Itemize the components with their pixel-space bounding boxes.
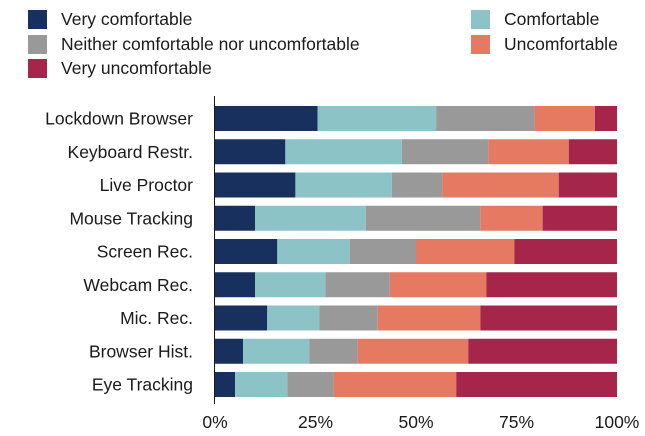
- bar-segment-mic-rec-uncomfortable: [377, 305, 481, 331]
- bar-segment-keyboard-restr-very-uncomfortable: [568, 139, 617, 165]
- bar-segment-live-proctor-very-comfortable: [215, 172, 296, 198]
- bar-segment-live-proctor-very-uncomfortable: [558, 172, 617, 198]
- bar-segment-eye-tracking-neither-comfortable-nor-uncomfortable: [287, 372, 334, 397]
- bar-segment-mouse-tracking-very-comfortable: [215, 205, 256, 231]
- legend-label: Neither comfortable nor uncomfortable: [61, 34, 360, 54]
- bar-segment-keyboard-restr-uncomfortable: [488, 139, 569, 165]
- bar-segment-browser-hist-very-uncomfortable: [468, 338, 617, 364]
- legend-swatch: [28, 9, 47, 29]
- y-tick-label: Browser Hist.: [89, 341, 193, 361]
- bar-segment-mic-rec-neither-comfortable-nor-uncomfortable: [319, 305, 378, 331]
- bar-segment-live-proctor-comfortable: [295, 172, 392, 198]
- bar-segment-webcam-rec-neither-comfortable-nor-uncomfortable: [325, 272, 390, 298]
- bar-segment-keyboard-restr-neither-comfortable-nor-uncomfortable: [401, 139, 489, 165]
- bar-segment-lockdown-browser-very-uncomfortable: [594, 106, 617, 131]
- bar-segment-webcam-rec-very-uncomfortable: [486, 272, 617, 298]
- bar-segment-lockdown-browser-comfortable: [317, 106, 437, 131]
- bar-segment-eye-tracking-comfortable: [235, 372, 288, 397]
- legend-swatch: [28, 34, 47, 54]
- x-tick-label: 25%: [298, 412, 333, 432]
- legend-label: Comfortable: [504, 9, 600, 29]
- bar-segment-screen-rec-very-uncomfortable: [514, 239, 617, 264]
- bar-segment-lockdown-browser-neither-comfortable-nor-uncomfortable: [436, 106, 535, 131]
- bar-segment-eye-tracking-very-comfortable: [215, 372, 236, 397]
- y-tick-label: Mouse Tracking: [69, 208, 193, 228]
- legend-label: Uncomfortable: [504, 34, 618, 54]
- bar-segment-browser-hist-comfortable: [243, 338, 310, 364]
- bar-segment-keyboard-restr-very-comfortable: [215, 139, 286, 165]
- bar-segment-webcam-rec-comfortable: [255, 272, 326, 298]
- legend-swatch: [471, 34, 490, 54]
- x-tick-label: 0%: [202, 412, 227, 432]
- y-tick-label: Screen Rec.: [97, 242, 193, 262]
- bar-segment-keyboard-restr-comfortable: [285, 139, 402, 165]
- legend-swatch: [28, 58, 47, 78]
- bar-segment-live-proctor-neither-comfortable-nor-uncomfortable: [391, 172, 443, 198]
- bar-segment-mic-rec-very-uncomfortable: [480, 305, 617, 331]
- bar-segment-lockdown-browser-uncomfortable: [534, 106, 595, 131]
- bar-segment-browser-hist-neither-comfortable-nor-uncomfortable: [309, 338, 358, 364]
- x-tick-label: 50%: [398, 412, 433, 432]
- y-tick-label: Live Proctor: [100, 175, 194, 195]
- bar-segment-browser-hist-very-comfortable: [215, 338, 244, 364]
- x-tick-label: 75%: [499, 412, 534, 432]
- legend-swatch: [471, 9, 490, 29]
- bar-segment-mouse-tracking-comfortable: [255, 205, 366, 231]
- bar-segment-mouse-tracking-uncomfortable: [480, 205, 543, 231]
- bar-segment-webcam-rec-very-comfortable: [215, 272, 256, 298]
- bar-segment-screen-rec-neither-comfortable-nor-uncomfortable: [349, 239, 416, 264]
- bar-segment-screen-rec-comfortable: [277, 239, 350, 264]
- bar-segment-eye-tracking-very-uncomfortable: [456, 372, 617, 397]
- bar-segment-screen-rec-uncomfortable: [416, 239, 515, 264]
- bar-segment-mic-rec-very-comfortable: [215, 305, 268, 331]
- y-tick-label: Lockdown Browser: [45, 109, 193, 129]
- bar-segment-live-proctor-uncomfortable: [442, 172, 559, 198]
- x-tick-label: 100%: [595, 412, 640, 432]
- legend-item-neither-comfortable-nor-uncomfortable: Neither comfortable nor uncomfortable: [28, 34, 360, 54]
- legend-label: Very uncomfortable: [61, 58, 212, 78]
- bar-segment-browser-hist-uncomfortable: [357, 338, 469, 364]
- bar-segment-webcam-rec-uncomfortable: [389, 272, 487, 298]
- legend-item-very-comfortable: Very comfortable: [28, 9, 192, 29]
- y-tick-label: Eye Tracking: [92, 375, 193, 395]
- legend-item-comfortable: Comfortable: [471, 9, 599, 29]
- legend-item-uncomfortable: Uncomfortable: [471, 34, 618, 54]
- y-tick-label: Mic. Rec.: [120, 308, 193, 328]
- legend-item-very-uncomfortable: Very uncomfortable: [28, 58, 212, 78]
- legend-label: Very comfortable: [61, 9, 193, 29]
- bar-segment-eye-tracking-uncomfortable: [333, 372, 457, 397]
- bar-segment-mouse-tracking-very-uncomfortable: [542, 205, 617, 231]
- y-tick-label: Keyboard Restr.: [68, 142, 193, 162]
- bar-segment-mouse-tracking-neither-comfortable-nor-uncomfortable: [365, 205, 481, 231]
- bar-segment-mic-rec-comfortable: [267, 305, 320, 331]
- bar-segment-lockdown-browser-very-comfortable: [215, 106, 318, 131]
- y-tick-label: Webcam Rec.: [83, 275, 193, 295]
- bar-segment-screen-rec-very-comfortable: [215, 239, 278, 264]
